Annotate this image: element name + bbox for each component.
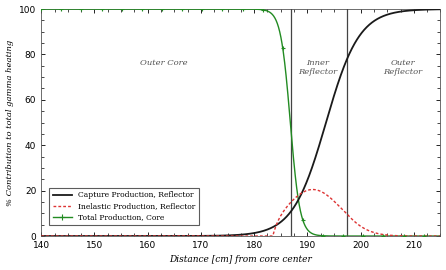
Text: Outer Core: Outer Core — [140, 59, 187, 67]
Text: Inner
Reflector: Inner Reflector — [298, 59, 338, 76]
Text: Outer
Reflector: Outer Reflector — [384, 59, 423, 76]
X-axis label: Distance [cm] from core center: Distance [cm] from core center — [169, 255, 312, 264]
Legend: Capture Production, Reflector, Inelastic Production, Reflector, Total Production: Capture Production, Reflector, Inelastic… — [49, 188, 199, 225]
Y-axis label: % Contribution to total gamma heating: % Contribution to total gamma heating — [5, 39, 13, 206]
